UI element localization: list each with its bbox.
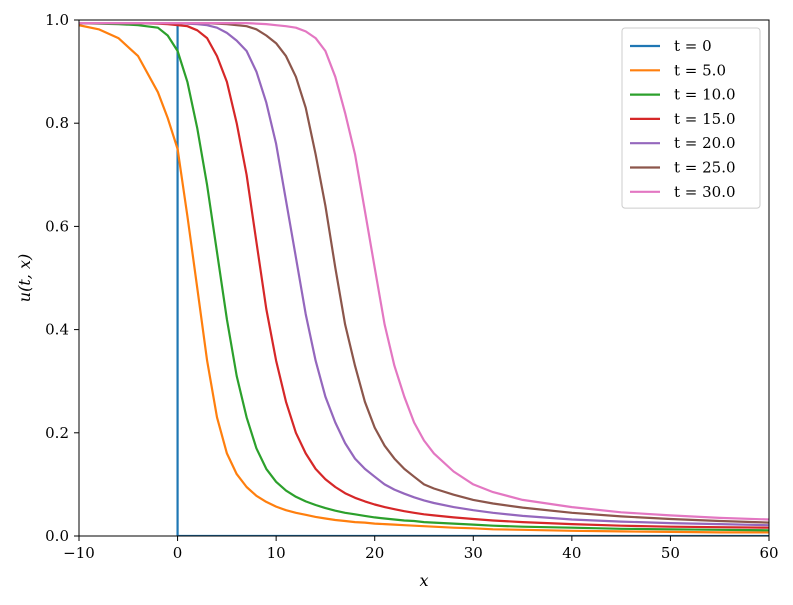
legend-label-1: t = 5.0 xyxy=(674,61,726,79)
y-tick-label: 0.2 xyxy=(45,424,69,442)
y-axis: 0.0 0.2 0.4 0.6 0.8 1.0 xyxy=(45,11,79,545)
series-line-3 xyxy=(79,22,769,529)
series-line-6 xyxy=(79,22,769,521)
plot-frame xyxy=(78,19,770,537)
legend: t = 0 t = 5.0 t = 10.0 t = 15.0 t = 20.0 t = … xyxy=(621,27,761,209)
x-axis-label: x xyxy=(419,571,428,590)
x-tick-label: 10 xyxy=(267,544,286,562)
x-tick-label: 30 xyxy=(464,544,483,562)
y-tick-label: 1.0 xyxy=(45,11,69,29)
x-tick-label: 60 xyxy=(759,544,778,562)
legend-label-4: t = 20.0 xyxy=(674,134,736,152)
legend-label-3: t = 15.0 xyxy=(674,110,736,128)
legend-label-2: t = 10.0 xyxy=(674,86,736,104)
x-tick-label: 50 xyxy=(661,544,680,562)
x-axis: −10 0 10 20 30 40 50 60 xyxy=(63,536,779,562)
y-tick-label: 0.4 xyxy=(45,321,69,339)
x-tick-label: 40 xyxy=(562,544,581,562)
y-tick-label: 0.6 xyxy=(45,217,69,235)
y-tick-label: 0.8 xyxy=(45,114,69,132)
series-layer xyxy=(79,21,769,536)
y-axis-label: u(t, x) xyxy=(15,254,34,302)
legend-label-5: t = 25.0 xyxy=(674,159,736,177)
y-tick-label: 0.0 xyxy=(45,527,69,545)
legend-label-6: t = 30.0 xyxy=(674,183,736,201)
legend-label-0: t = 0 xyxy=(674,37,712,55)
x-tick-label: 20 xyxy=(365,544,384,562)
x-tick-label: 0 xyxy=(173,544,183,562)
series-line-2 xyxy=(79,22,769,532)
x-tick-label: −10 xyxy=(63,544,95,562)
series-line-1 xyxy=(79,24,769,534)
legend-box xyxy=(621,27,761,209)
